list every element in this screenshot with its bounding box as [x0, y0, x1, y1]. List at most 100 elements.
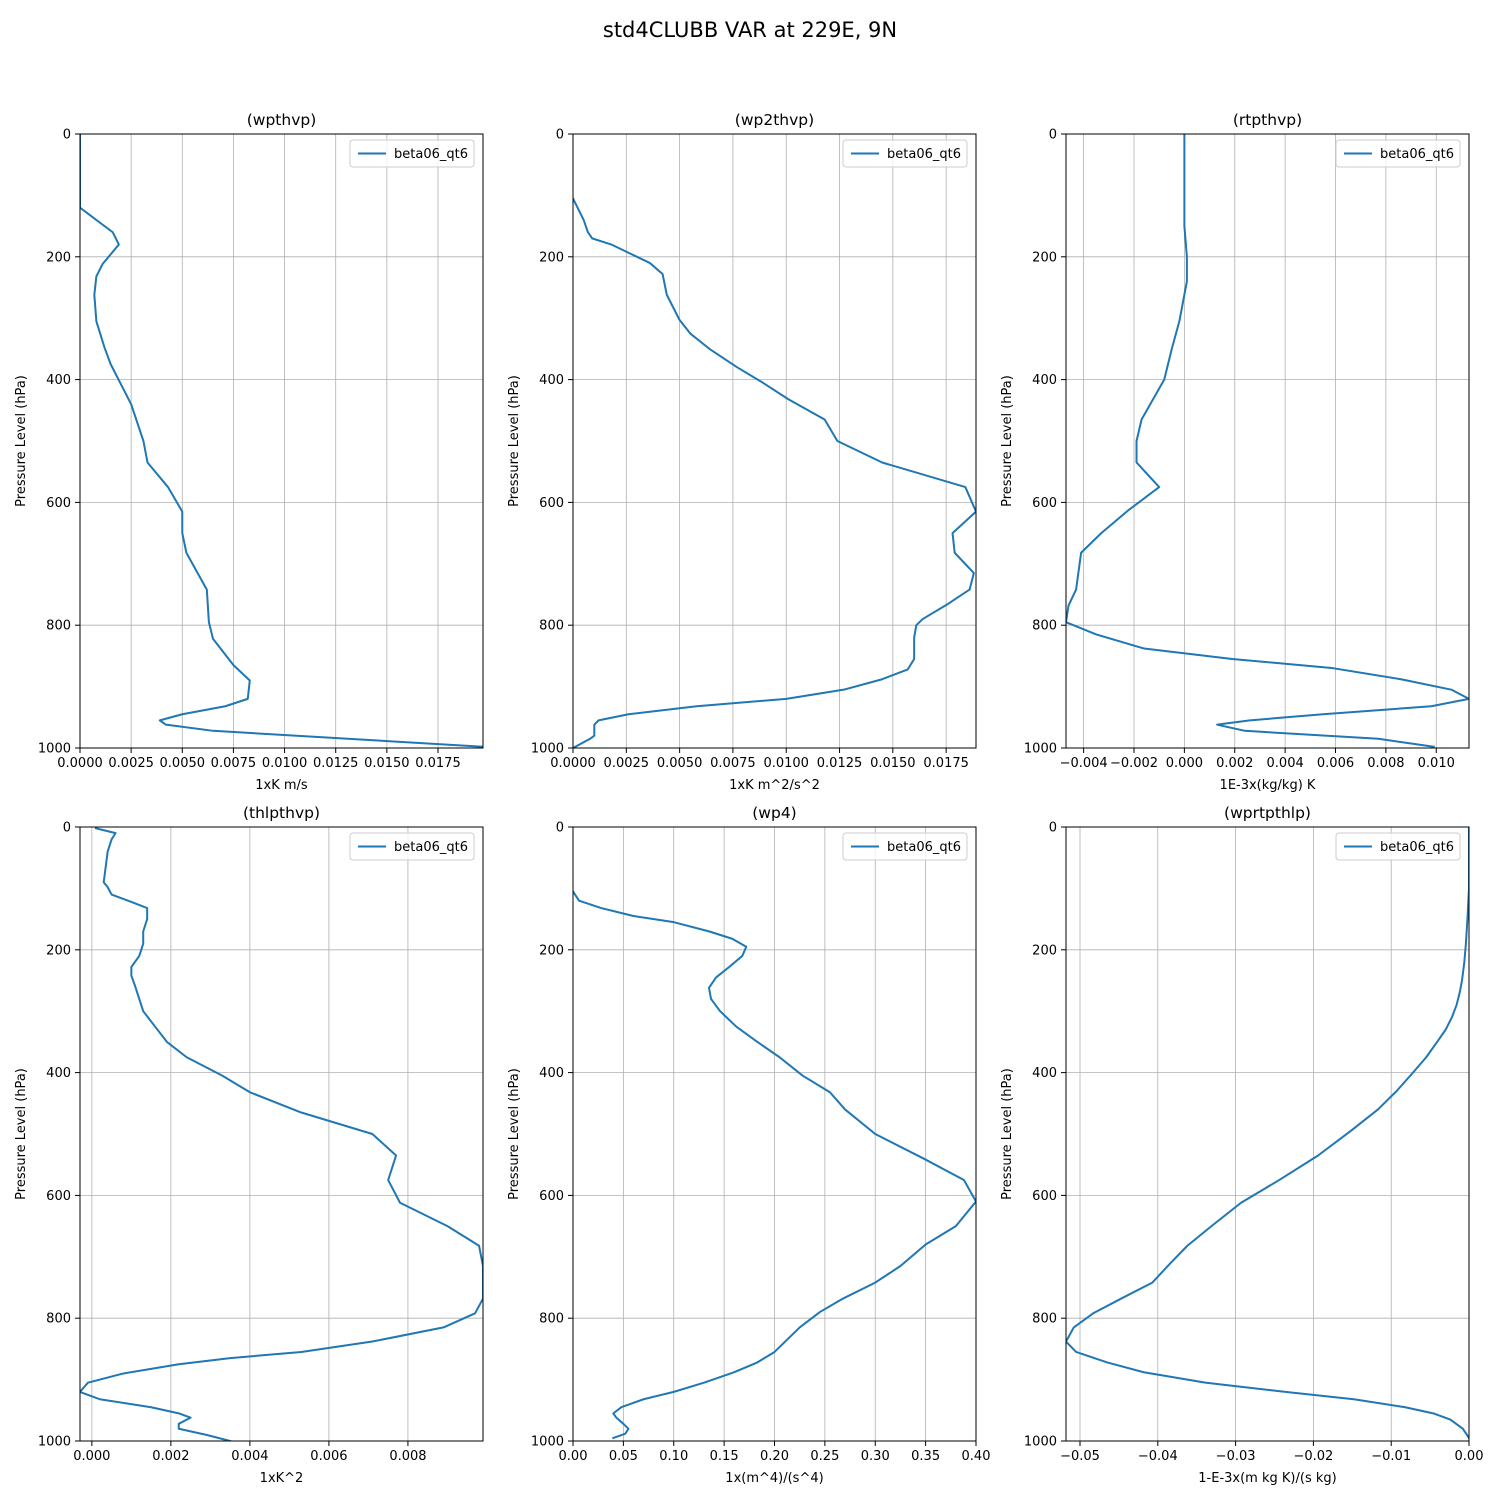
x-tick-label: 0.10: [659, 1449, 688, 1464]
y-tick-label: 800: [1032, 619, 1057, 634]
legend-frame: [1335, 832, 1461, 861]
x-tick-label: 0.0175: [923, 756, 969, 771]
legend-label: beta06_qt6: [394, 147, 468, 162]
legend: beta06_qt6: [1335, 832, 1461, 861]
x-tick-label: −0.05: [1060, 1449, 1100, 1464]
y-tick-label: 1000: [531, 742, 564, 757]
axes-frame: [79, 133, 484, 749]
x-tick-label: 0.40: [962, 1449, 991, 1464]
y-tick-label: 800: [539, 1312, 564, 1327]
chart-panel-5: 0.00 0.05 0.10 0.15 0.20 0.25 0.30 0.35 0.40 0 200…: [507, 804, 990, 1486]
x-tick-label: 0.0025: [108, 756, 154, 771]
series-line-beta06_qt6: [80, 827, 483, 1441]
legend-frame: [842, 832, 968, 861]
x-tick-label: 0.0150: [870, 756, 916, 771]
legend-label: beta06_qt6: [394, 840, 468, 855]
y-tick-label: 0: [556, 821, 564, 836]
y-tick-label: 600: [539, 1189, 564, 1204]
y-tick-label: 200: [1032, 943, 1057, 958]
axes-frame: [79, 826, 484, 1442]
legend: beta06_qt6: [1335, 139, 1461, 168]
chart-title: (wp2thvp): [735, 111, 814, 129]
x-tick-label: 0.30: [861, 1449, 890, 1464]
x-tick-label: 0.008: [1367, 756, 1404, 771]
y-tick-label: 0: [1049, 821, 1057, 836]
y-tick-label: 1000: [531, 1435, 564, 1450]
y-tick-label: 400: [1032, 1066, 1057, 1081]
x-tick-label: 0.0100: [262, 756, 308, 771]
chart-title: (rtpthvp): [1233, 111, 1302, 129]
y-tick-label: 600: [46, 496, 71, 511]
x-tick-label: 0.0125: [313, 756, 359, 771]
axes-frame: [572, 133, 977, 749]
y-tick-label: 200: [46, 250, 71, 265]
chart-panel-2: 0.0000 0.0025 0.0050 0.0075 0.0100 0.0125 0.01…: [507, 111, 977, 793]
x-tick-label: 0.004: [1267, 756, 1304, 771]
axes-frame: [1065, 133, 1470, 749]
x-tick-label: 0.00: [559, 1449, 588, 1464]
x-tick-label: 0.008: [389, 1449, 426, 1464]
x-tick-label: 0.0175: [415, 756, 461, 771]
x-axis-label: 1xK m^2/s^2: [729, 778, 820, 793]
y-tick-label: 1000: [1024, 1435, 1057, 1450]
x-tick-label: 0.0150: [364, 756, 410, 771]
legend-frame: [349, 832, 475, 861]
y-tick-label: 0: [63, 128, 71, 143]
y-tick-label: 0: [63, 821, 71, 836]
x-tick-label: 0.0000: [57, 756, 103, 771]
x-tick-label: 0.006: [1317, 756, 1354, 771]
legend-frame: [842, 139, 968, 168]
chart-panel-3: −0.004 −0.002 0.000 0.002 0.004 0.006 0.008 0.0…: [1000, 111, 1470, 793]
y-tick-label: 200: [46, 943, 71, 958]
y-tick-label: 0: [1049, 128, 1057, 143]
y-tick-label: 800: [1032, 1312, 1057, 1327]
legend: beta06_qt6: [349, 139, 475, 168]
chart-panel-6: −0.05 −0.04 −0.03 −0.02 −0.01 0.00 0 200 400 600 8…: [1000, 804, 1483, 1486]
x-tick-label: 0.004: [231, 1449, 268, 1464]
y-tick-label: 400: [539, 1066, 564, 1081]
legend-label: beta06_qt6: [887, 147, 961, 162]
x-tick-label: −0.04: [1138, 1449, 1178, 1464]
legend: beta06_qt6: [349, 832, 475, 861]
y-tick-label: 400: [46, 1066, 71, 1081]
x-tick-label: −0.02: [1293, 1449, 1333, 1464]
x-tick-label: 0.35: [911, 1449, 940, 1464]
chart-title: (wpthvp): [247, 111, 317, 129]
x-tick-label: 0.00: [1455, 1449, 1484, 1464]
x-tick-label: 0.0075: [211, 756, 257, 771]
y-axis-label: Pressure Level (hPa): [1000, 1068, 1015, 1200]
x-tick-label: 0.05: [609, 1449, 638, 1464]
y-tick-label: 1000: [38, 742, 71, 757]
x-tick-label: 0.0025: [604, 756, 650, 771]
x-tick-label: 0.0000: [550, 756, 596, 771]
x-tick-label: 0.15: [710, 1449, 739, 1464]
legend-frame: [349, 139, 475, 168]
y-tick-label: 600: [1032, 496, 1057, 511]
x-tick-label: 0.0075: [710, 756, 756, 771]
y-tick-label: 600: [1032, 1189, 1057, 1204]
legend-label: beta06_qt6: [887, 840, 961, 855]
y-tick-label: 200: [539, 250, 564, 265]
y-tick-label: 400: [539, 373, 564, 388]
x-tick-label: 0.0100: [763, 756, 809, 771]
x-tick-label: 0.25: [810, 1449, 839, 1464]
chart-title: (wprtpthlp): [1224, 804, 1311, 822]
chart-panel-1: 0.0000 0.0025 0.0050 0.0075 0.0100 0.0125 0.01…: [14, 111, 484, 793]
series-line-beta06_qt6: [1066, 134, 1469, 748]
x-axis-label: 1x(m^4)/(s^4): [725, 1471, 823, 1486]
y-tick-label: 200: [1032, 250, 1057, 265]
legend-label: beta06_qt6: [1380, 147, 1454, 162]
y-tick-label: 1000: [1024, 742, 1057, 757]
y-axis-label: Pressure Level (hPa): [14, 1068, 29, 1200]
series-line-beta06_qt6: [573, 197, 976, 748]
x-tick-label: 0.002: [1216, 756, 1253, 771]
y-tick-label: 800: [539, 619, 564, 634]
x-tick-label: 0.002: [152, 1449, 189, 1464]
series-line-beta06_qt6: [80, 134, 483, 748]
y-tick-label: 800: [46, 1312, 71, 1327]
y-tick-label: 800: [46, 619, 71, 634]
y-tick-label: 600: [46, 1189, 71, 1204]
x-tick-label: 0.0050: [657, 756, 703, 771]
